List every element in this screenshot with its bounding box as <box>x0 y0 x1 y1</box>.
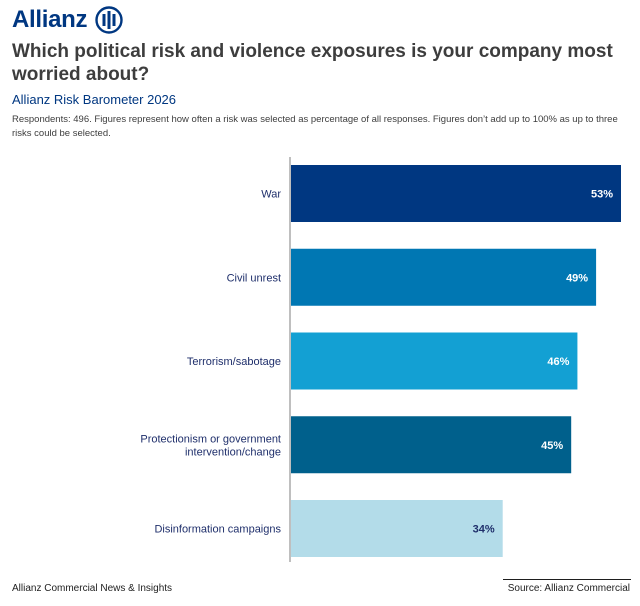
bar-chart-svg: 53% War 49% Civil unrest 46% Terrorism/sabota… <box>140 157 621 562</box>
category-label-line: Protectionism or government <box>140 433 281 445</box>
brand-name: Allianz <box>12 6 88 33</box>
category-label-line: Terrorism/sabotage <box>187 356 281 368</box>
bar <box>291 165 621 222</box>
category-label: Civil unrest <box>227 272 281 284</box>
footer-source: Source: Allianz Commercial <box>507 583 630 594</box>
category-label-line: Civil unrest <box>227 272 281 284</box>
bar <box>291 416 572 474</box>
bar-chart: 53% War 49% Civil unrest 46% Terrorism/sabota… <box>0 150 640 570</box>
bar-value-label: 53% <box>591 189 613 201</box>
category-label: War <box>261 189 281 201</box>
bar <box>291 332 578 390</box>
chart-subtitle: Allianz Risk Barometer 2026 <box>12 92 177 107</box>
category-label-line: War <box>261 189 281 201</box>
category-label-line: intervention/change <box>185 446 281 458</box>
category-label: Protectionism or government intervention/… <box>140 433 281 458</box>
footer-publisher: Allianz Commercial News & Insights <box>12 583 173 594</box>
bar <box>291 248 597 306</box>
respondents-note: Respondents: 496. Figures represent how … <box>12 114 618 139</box>
chart-title: Which political risk and violence exposu… <box>12 41 613 85</box>
brand-logo: Allianz <box>12 6 123 34</box>
bar <box>291 500 503 557</box>
bar-value-label: 49% <box>566 272 588 284</box>
allianz-eagle-icon <box>95 6 123 34</box>
category-label: Terrorism/sabotage <box>187 356 281 368</box>
category-label: Disinformation campaigns <box>154 524 281 536</box>
bar-value-label: 45% <box>541 440 563 452</box>
bar-value-label: 46% <box>547 356 569 368</box>
bar-value-label: 34% <box>473 524 495 536</box>
category-label-line: Disinformation campaigns <box>154 524 281 536</box>
footer-divider <box>503 579 631 580</box>
